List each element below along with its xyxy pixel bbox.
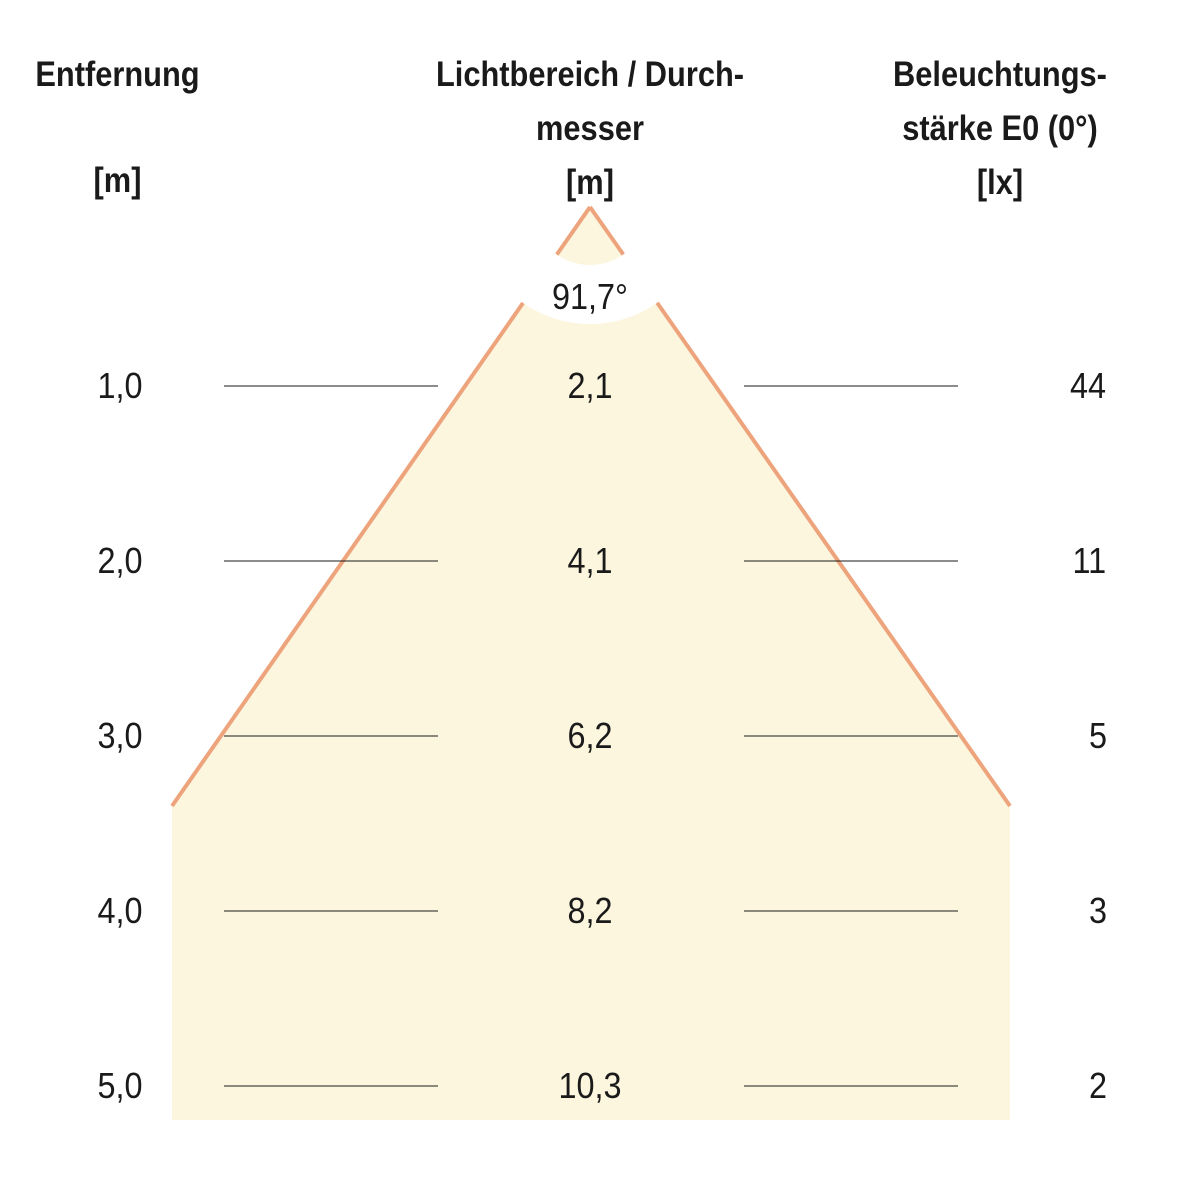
header-distance-unit: [m] (93, 161, 142, 200)
row-distance: 4,0 (97, 890, 143, 931)
row-diameter: 2,1 (567, 365, 613, 406)
row-diameter: 4,1 (567, 540, 613, 581)
row-illuminance: 3 (1088, 890, 1107, 931)
header-diameter-title-2: messer (536, 109, 644, 148)
header-illuminance-unit: [lx] (976, 163, 1024, 202)
row-diameter: 8,2 (567, 890, 613, 931)
header-diameter-unit: [m] (566, 163, 614, 202)
header-distance-title: Entfernung (35, 55, 200, 94)
cone-edge-right (588, 205, 1012, 808)
header-diameter: Lichtbereich / Durch- messer [m] (414, 48, 766, 210)
header-illuminance-title-1: Beleuchtungs- (893, 55, 1107, 94)
row-distance: 3,0 (97, 715, 143, 756)
header-distance: Entfernung [m] (14, 48, 221, 208)
row-illuminance: 11 (1072, 540, 1107, 581)
header-illuminance-title-2: stärke E0 (0°) (902, 109, 1098, 148)
row-distance: 2,0 (97, 540, 143, 581)
beam-angle-label: 91,7° (551, 276, 629, 317)
row-distance: 5,0 (97, 1065, 143, 1106)
row-illuminance: 5 (1088, 715, 1107, 756)
cone-edge-left (170, 205, 592, 808)
header-illuminance: Beleuchtungs- stärke E0 (0°) [lx] (868, 48, 1132, 210)
row-illuminance: 44 (1069, 365, 1106, 406)
row-illuminance: 2 (1088, 1065, 1107, 1106)
row-diameter: 10,3 (558, 1065, 622, 1106)
light-cone-fill (172, 207, 1010, 1120)
row-distance: 1,0 (97, 365, 143, 406)
header-diameter-title-1: Lichtbereich / Durch- (435, 55, 745, 94)
row-diameter: 6,2 (567, 715, 613, 756)
